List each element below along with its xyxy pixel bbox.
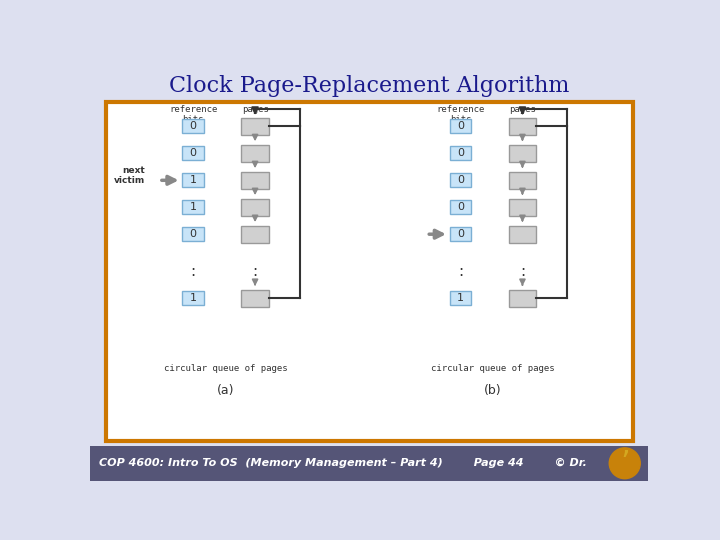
Text: 1: 1 [457, 293, 464, 303]
Bar [449, 173, 472, 187]
Bar [182, 119, 204, 133]
Bar [508, 145, 536, 162]
Bar [182, 200, 204, 214]
Text: Clock Page-Replacement Algorithm: Clock Page-Replacement Algorithm [168, 76, 570, 97]
Text: COP 4600: Intro To OS  (Memory Management – Part 4)        Page 44        © Dr.: COP 4600: Intro To OS (Memory Management… [99, 458, 588, 468]
Bar [182, 291, 204, 305]
Text: :: : [191, 264, 196, 279]
Bar [449, 146, 472, 160]
Text: 0: 0 [189, 229, 197, 239]
Text: pages: pages [509, 105, 536, 114]
Bar [241, 199, 269, 215]
Bar [106, 102, 632, 441]
Text: circular queue of pages: circular queue of pages [431, 363, 555, 373]
Text: circular queue of pages: circular queue of pages [164, 363, 287, 373]
Text: 1: 1 [189, 176, 197, 185]
Text: 0: 0 [457, 148, 464, 158]
Bar [241, 172, 269, 189]
Bar [182, 146, 204, 160]
Bar [508, 226, 536, 242]
Bar [182, 173, 204, 187]
Bar [508, 118, 536, 135]
Text: 1: 1 [189, 202, 197, 212]
Text: reference
bits: reference bits [169, 105, 217, 124]
Text: reference
bits: reference bits [436, 105, 485, 124]
Circle shape [609, 448, 640, 478]
Bar [449, 227, 472, 241]
Text: ’: ’ [620, 449, 629, 478]
Text: next
victim: next victim [114, 166, 145, 185]
Text: 0: 0 [457, 122, 464, 131]
Text: 0: 0 [457, 202, 464, 212]
Text: 0: 0 [457, 176, 464, 185]
Bar [508, 172, 536, 189]
Bar [508, 289, 536, 307]
Text: :: : [458, 264, 463, 279]
Bar [241, 226, 269, 242]
Text: 0: 0 [189, 148, 197, 158]
Text: :: : [253, 264, 258, 279]
Text: 1: 1 [189, 293, 197, 303]
Text: :: : [520, 264, 525, 279]
Bar [449, 119, 472, 133]
Text: (b): (b) [484, 384, 502, 397]
Text: 0: 0 [457, 229, 464, 239]
Text: 0: 0 [189, 122, 197, 131]
Bar [90, 446, 648, 481]
Text: (a): (a) [217, 384, 235, 397]
Bar [449, 291, 472, 305]
Bar [241, 118, 269, 135]
Bar [182, 227, 204, 241]
Text: pages: pages [242, 105, 269, 114]
Bar [508, 199, 536, 215]
Bar [241, 289, 269, 307]
Bar [449, 200, 472, 214]
Bar [241, 145, 269, 162]
